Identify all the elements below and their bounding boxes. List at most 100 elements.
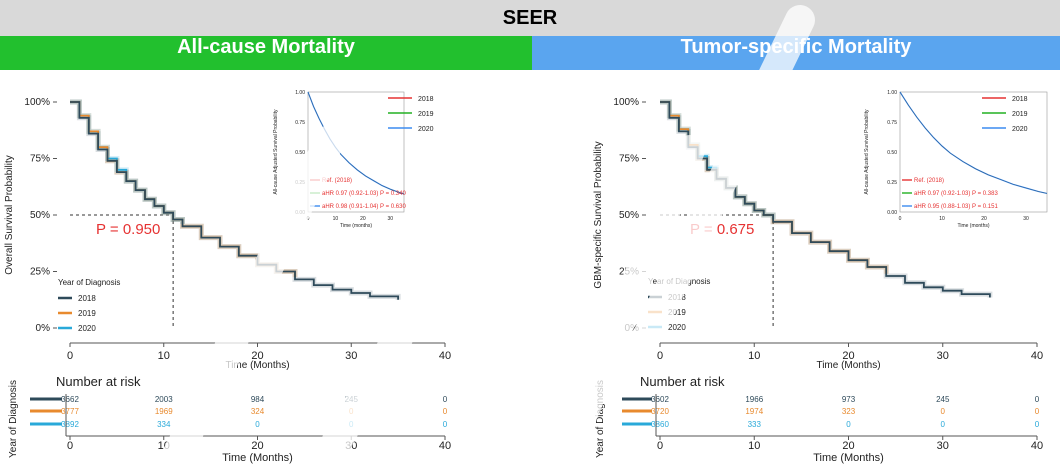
y-tick-label: 75%	[619, 154, 639, 165]
inset-x-tick: 10	[939, 216, 945, 222]
km-panel-tumor-specific: GBM-specific Survival Probability 0% 25% 50…	[593, 90, 1047, 464]
risk-cell: 245	[345, 395, 359, 404]
risk-cell: 0	[349, 420, 354, 429]
risk-cell: 1974	[745, 407, 763, 416]
risk-cell: 0	[1035, 407, 1040, 416]
y-tick-label: 0%	[625, 323, 640, 334]
y-tick-label: 25%	[619, 267, 639, 278]
inset-annotation: aHR 0.95 (0.88-1.03) P = 0.151	[914, 204, 998, 210]
risk-cell: 0	[941, 407, 946, 416]
inset-annotation: aHR 0.97 (0.92-1.03) P = 0.340	[322, 191, 406, 197]
inset-y-tick: 1.00	[887, 90, 897, 96]
inset-y-tick: 0.50	[295, 150, 305, 156]
risk-x-tick-label: 10	[748, 440, 760, 452]
figure-root: SEER All-cause Mortality Tumor-specific …	[0, 0, 1060, 472]
risk-cell: 0	[443, 407, 448, 416]
risk-x-tick-label: 20	[842, 440, 854, 452]
y-tick-label: 100%	[24, 97, 50, 108]
km-panel-all-cause: Overall Survival Probability 0% 25% 50% 75% 1…	[4, 90, 451, 464]
inset-y-tick: 0.00	[295, 210, 305, 216]
km-curve-2019	[660, 102, 886, 274]
risk-cell: 3602	[651, 395, 669, 404]
inset-y-label: All-cause Adjusted Survival Probability	[864, 109, 870, 195]
p-value: P = 0.675	[690, 221, 754, 238]
inset-y-tick: 0.00	[887, 210, 897, 216]
inset-y-tick: 0.25	[295, 180, 305, 186]
risk-x-tick-label: 40	[439, 440, 451, 452]
risk-cell: 0	[349, 407, 354, 416]
inset-x-tick: 0	[899, 216, 902, 222]
risk-cell: 0	[941, 420, 946, 429]
risk-x-tick-label: 0	[657, 440, 663, 452]
inset-legend-label: 2020	[1012, 126, 1028, 133]
inset-x-tick: 30	[1023, 216, 1029, 222]
risk-cell: 3892	[61, 420, 79, 429]
risk-cell: 3860	[651, 420, 669, 429]
inset-x-tick: 10	[333, 216, 339, 222]
x-tick-label: 10	[158, 350, 170, 362]
risk-cell: 0	[1035, 420, 1040, 429]
inset-y-label: All-cause Adjusted Survival Probability	[273, 109, 279, 195]
x-axis-label: Time (Months)	[225, 360, 289, 371]
risk-table-title: Number at risk	[640, 374, 725, 389]
risk-x-tick-label: 30	[345, 440, 357, 452]
risk-x-tick-label: 30	[937, 440, 949, 452]
legend-label-2019: 2019	[78, 309, 96, 318]
x-axis-label: Time (Months)	[816, 360, 880, 371]
x-tick-label: 0	[657, 350, 663, 362]
inset-x-tick: 20	[360, 216, 366, 222]
inset-legend-label: 2018	[1012, 96, 1028, 103]
risk-cell: 973	[842, 395, 856, 404]
y-tick-label: 25%	[30, 267, 50, 278]
inset-y-tick: 0.25	[887, 180, 897, 186]
risk-cell: 0	[443, 420, 448, 429]
y-axis-label: GBM-specific Survival Probability	[593, 141, 604, 288]
risk-x-tick-label: 20	[251, 440, 263, 452]
risk-cell: 2003	[155, 395, 173, 404]
x-tick-label: 40	[1031, 350, 1043, 362]
risk-x-label: Time (Months)	[813, 452, 884, 464]
inset-x-label: Time (months)	[340, 223, 372, 229]
inset-x-label: Time (months)	[957, 223, 989, 229]
risk-cell: 0	[443, 395, 448, 404]
inset-legend-label: 2019	[418, 111, 434, 118]
inset-x-tick: 0	[307, 216, 310, 222]
risk-cell: 324	[251, 407, 265, 416]
p-value: P = 0.950	[96, 221, 160, 238]
x-tick-label: 10	[748, 350, 760, 362]
legend-label-2020: 2020	[78, 324, 96, 333]
risk-cell: 0	[255, 420, 260, 429]
x-tick-label: 30	[937, 350, 949, 362]
x-tick-label: 30	[345, 350, 357, 362]
risk-cell: 984	[251, 395, 265, 404]
risk-cell: 1966	[745, 395, 763, 404]
risk-x-tick-label: 0	[67, 440, 73, 452]
risk-cell: 334	[157, 420, 171, 429]
risk-y-label: Year of Diagnosis	[595, 380, 606, 458]
risk-cell: 3662	[61, 395, 79, 404]
legend-label-2018: 2018	[78, 294, 96, 303]
risk-cell: 333	[748, 420, 762, 429]
risk-x-tick-label: 10	[158, 440, 170, 452]
km-band-2020	[70, 102, 183, 224]
inset-x-tick: 20	[981, 216, 987, 222]
risk-cell: 0	[846, 420, 851, 429]
km-band-2019	[660, 102, 886, 274]
risk-cell: 1969	[155, 407, 173, 416]
legend-label-2019: 2019	[668, 308, 686, 317]
inset-x-tick: 30	[388, 216, 394, 222]
risk-x-label: Time (Months)	[222, 452, 293, 464]
y-tick-label: 50%	[30, 210, 50, 221]
inset-y-tick: 0.50	[887, 150, 897, 156]
survival-plots: Overall Survival Probability 0% 25% 50% 75% 1…	[0, 0, 1060, 472]
inset-legend-label: 2020	[418, 126, 434, 133]
y-tick-label: 0%	[36, 323, 51, 334]
km-band-2020	[660, 102, 773, 220]
risk-x-tick-label: 40	[1031, 440, 1043, 452]
risk-y-label: Year of Diagnosis	[8, 380, 19, 458]
x-tick-label: 40	[439, 350, 451, 362]
y-tick-label: 100%	[613, 97, 639, 108]
y-axis-label: Overall Survival Probability	[4, 155, 15, 275]
risk-cell: 3777	[61, 407, 79, 416]
risk-cell: 245	[936, 395, 950, 404]
